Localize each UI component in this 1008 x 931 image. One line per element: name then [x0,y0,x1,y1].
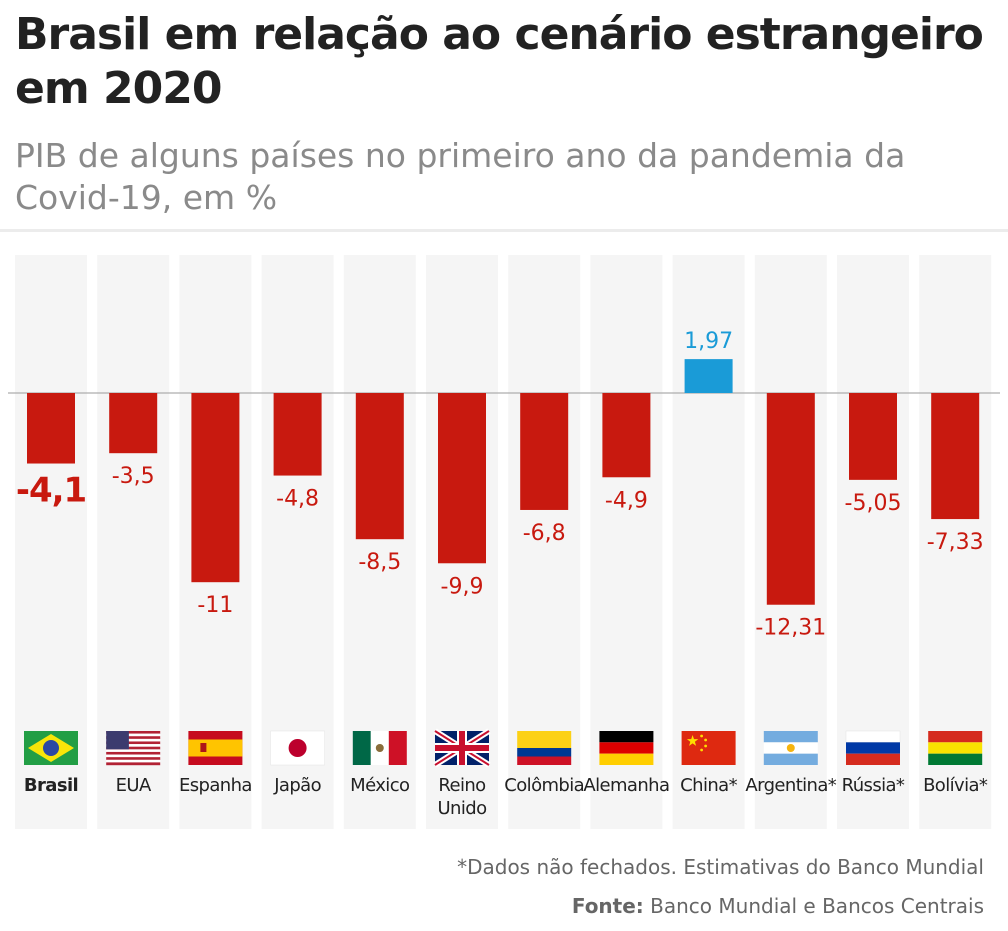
category-label: Japão [273,775,321,796]
value-label: -8,5 [358,550,401,575]
bar [602,393,651,478]
china-flag-icon [681,731,736,765]
bar [849,393,897,480]
bar [931,393,980,520]
uk-flag-icon [433,728,491,768]
header-divider [0,229,1008,232]
chart-title: Brasil em relação ao cenário estrangeiro… [15,9,984,114]
japan-flag-icon [270,730,325,766]
category-label: Brasil [24,775,78,796]
category-label: EUA [116,775,152,796]
usa-flag-icon [106,731,161,766]
source-label: Fonte: [571,894,644,918]
argentina-flag-icon [763,731,818,765]
category-label: Rússia* [842,775,905,796]
value-label: -9,9 [441,574,484,599]
source-line: Fonte: Banco Mundial e Bancos Centrais [572,894,984,918]
chart-subtitle: PIB de alguns países no primeiro ano da … [15,136,906,217]
source-text: Banco Mundial e Bancos Centrais [650,894,984,918]
value-label: -3,5 [112,464,155,489]
bar [766,393,815,605]
category-label: México [350,775,410,796]
value-label: -4,8 [276,487,319,512]
bar [191,393,240,583]
value-label: -5,05 [845,491,902,516]
bar [109,393,158,454]
colombia-flag-icon [517,731,572,765]
mexico-flag-icon [352,731,407,765]
category-label: Espanha [179,775,252,796]
russia-flag-icon [845,730,901,765]
footnote: *Dados não fechados. Estimativas do Banc… [457,855,984,879]
brazil-flag-icon [24,731,78,765]
germany-flag-icon [599,731,654,765]
value-label: -12,31 [755,616,826,641]
bolivia-flag-icon [928,731,983,765]
value-label: -4,9 [605,488,648,513]
value-label: -4,1 [16,471,86,511]
category-label: Alemanha [583,775,669,796]
bar [273,393,322,476]
value-label: 1,97 [684,329,733,354]
value-label: -11 [197,593,233,618]
category-label: China* [680,775,737,796]
bar [438,393,486,564]
value-label: -7,33 [927,530,984,555]
bar [684,359,733,393]
category-label: Bolívia* [923,775,988,796]
bar [27,393,75,464]
bar [520,393,569,510]
category-label: Argentina* [745,775,836,796]
spain-flag-icon [188,731,243,765]
value-label: -6,8 [523,521,566,546]
bar [355,393,404,540]
category-label: Reino Unido [437,775,487,819]
category-label: Colômbia [504,775,584,796]
